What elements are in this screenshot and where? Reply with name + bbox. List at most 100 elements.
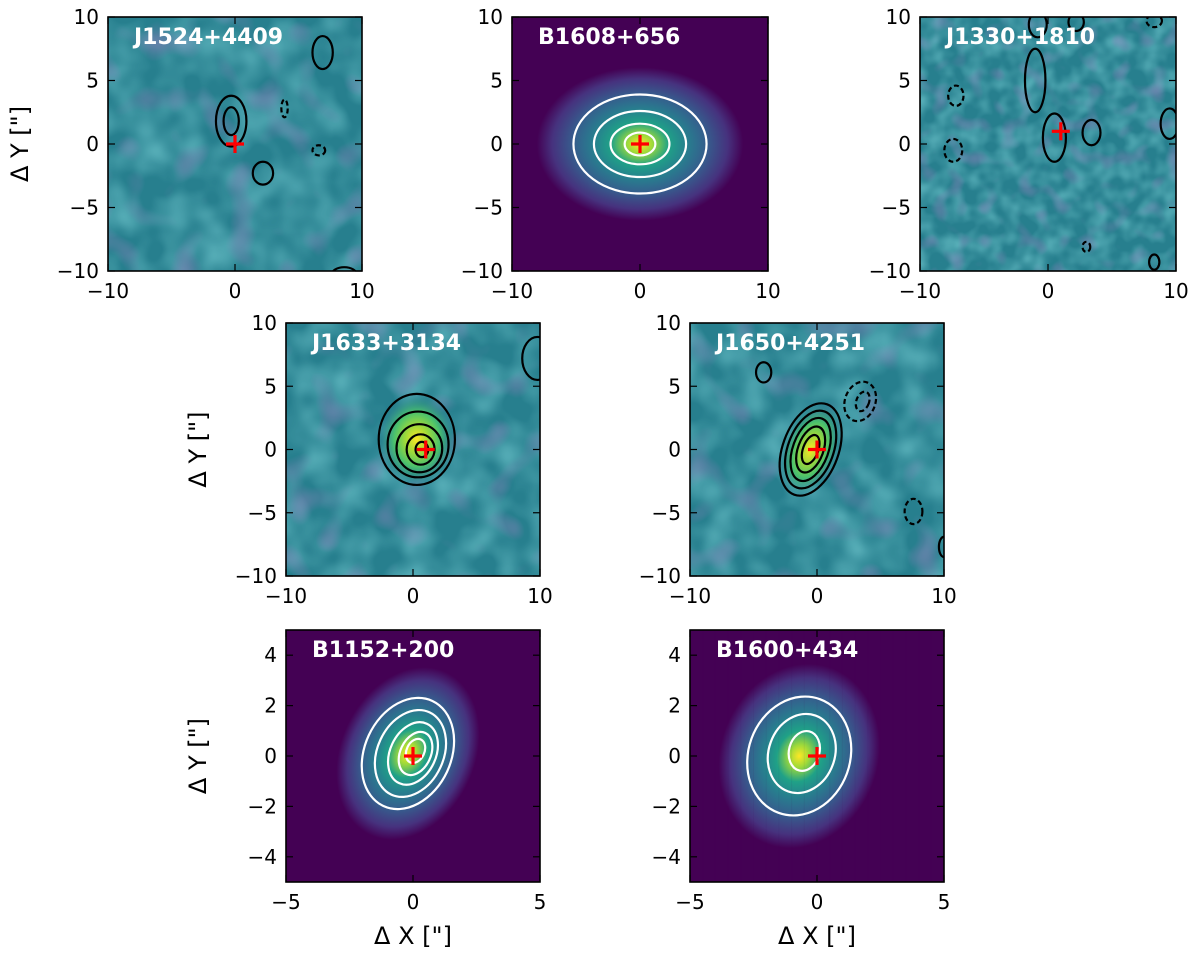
source-glow — [718, 663, 880, 849]
x-tick-label: 0 — [407, 890, 420, 914]
contour-level — [1023, 47, 1047, 114]
contour-level — [609, 122, 671, 166]
y-tick-label: 5 — [264, 374, 277, 398]
x-tick-label: 10 — [755, 279, 780, 303]
y-tick-label: 4 — [264, 643, 277, 667]
contour-level — [1081, 118, 1102, 147]
x-tick-label: 0 — [811, 890, 824, 914]
position-marker — [808, 747, 826, 765]
heatmap-image — [108, 17, 362, 271]
y-tick-label: −5 — [882, 196, 911, 220]
panel-title: J1524+4409 — [132, 25, 283, 50]
x-tick-label: −10 — [491, 279, 533, 303]
contour-level — [397, 730, 434, 777]
contour-level — [331, 266, 357, 271]
y-tick-label: −5 — [652, 501, 681, 525]
y-tick-label: 0 — [264, 438, 277, 462]
contour-level — [1041, 112, 1068, 163]
panel-title: B1600+434 — [716, 638, 858, 663]
pixel-grid — [690, 630, 932, 882]
contour-level — [373, 708, 448, 798]
y-tick-label: −5 — [474, 196, 503, 220]
y-tick-label: 0 — [668, 438, 681, 462]
position-marker — [226, 135, 244, 153]
y-tick-label: −10 — [461, 259, 503, 283]
panel-title: B1152+200 — [312, 638, 454, 663]
y-tick-label: 5 — [898, 69, 911, 93]
panel-j1650-4251: J1650+4251 −10 0 10 −10 −5 0 5 10 — [639, 311, 957, 608]
contour-level — [766, 712, 837, 795]
y-tick-label: 5 — [86, 69, 99, 93]
y-tick-label: 0 — [264, 744, 277, 768]
heatmap-image — [286, 630, 540, 882]
contour-level — [386, 721, 440, 786]
panel-title: J1633+3134 — [310, 331, 461, 356]
x-tick-label: −10 — [87, 279, 129, 303]
y-tick-label: 10 — [252, 311, 277, 335]
contour-level — [572, 93, 708, 195]
y-tick-label: −4 — [652, 845, 681, 869]
heatmap-image — [690, 630, 944, 882]
x-tick-label: 0 — [1042, 279, 1055, 303]
contour-level — [783, 409, 838, 490]
panel-title: J1330+1810 — [944, 25, 1095, 50]
y-tick-label: −4 — [248, 845, 277, 869]
x-tick-label: −10 — [265, 584, 307, 608]
x-tick-label: −10 — [669, 584, 711, 608]
contour-dashed — [1081, 240, 1092, 254]
x-tick-label: −5 — [271, 890, 300, 914]
contour-level — [795, 425, 827, 474]
contour-dashed — [311, 144, 327, 157]
x-tick-label: 10 — [349, 279, 374, 303]
contour-level — [222, 106, 240, 137]
position-marker — [404, 747, 422, 765]
x-tick-label: 0 — [811, 584, 824, 608]
position-marker — [808, 440, 826, 459]
contour-level — [360, 696, 456, 811]
panel-b1600-434: B1600+434 −5 0 5 −4 −2 0 2 4 Δ X ["] — [652, 629, 950, 950]
panel-b1152-200: B1152+200 −5 0 5 −4 −2 0 2 4 Δ Y ["] Δ X ["] — [184, 629, 546, 950]
contour-level — [746, 695, 853, 817]
x-tick-label: −5 — [675, 890, 704, 914]
contour-level — [386, 410, 450, 479]
y-tick-label: 2 — [264, 694, 277, 718]
contour-level — [404, 737, 427, 765]
contour-level — [214, 94, 248, 148]
x-tick-label: 10 — [527, 584, 552, 608]
heatmap-image — [512, 17, 768, 271]
contour-level — [521, 335, 540, 382]
x-axis-label: Δ X ["] — [778, 922, 856, 950]
y-tick-label: 2 — [668, 694, 681, 718]
y-tick-label: 0 — [898, 132, 911, 156]
heatmap-image — [920, 17, 1176, 271]
y-tick-label: 0 — [490, 132, 503, 156]
x-tick-label: 0 — [634, 279, 647, 303]
contour-level — [251, 160, 275, 186]
contour-level — [623, 131, 657, 157]
y-tick-label: 0 — [668, 744, 681, 768]
y-tick-label: −10 — [639, 564, 681, 588]
contour-level — [754, 361, 773, 384]
y-tick-label: −10 — [57, 259, 99, 283]
contour-level — [311, 34, 334, 71]
position-marker — [1051, 122, 1070, 141]
y-tick-label: 10 — [74, 5, 99, 29]
contour-level — [1027, 17, 1048, 39]
y-tick-label: −2 — [248, 794, 277, 818]
y-tick-label: −10 — [869, 259, 911, 283]
y-tick-label: −5 — [248, 501, 277, 525]
contour-level — [1067, 17, 1085, 33]
contour-dashed — [903, 497, 924, 526]
y-tick-label: 10 — [656, 311, 681, 335]
y-tick-label: −10 — [235, 564, 277, 588]
contour-level — [789, 416, 832, 483]
panel-title: B1608+656 — [538, 25, 680, 50]
x-tick-label: 10 — [1163, 279, 1188, 303]
panel-j1330-1810: J1330+1810 −10 0 10 −10 −5 0 5 10 — [869, 5, 1189, 303]
contour-level — [377, 392, 457, 487]
y-axis-label: Δ Y ["] — [184, 718, 212, 794]
x-tick-label: −10 — [899, 279, 941, 303]
noise-texture-dark — [920, 17, 1176, 271]
contour-dashed — [947, 84, 965, 108]
